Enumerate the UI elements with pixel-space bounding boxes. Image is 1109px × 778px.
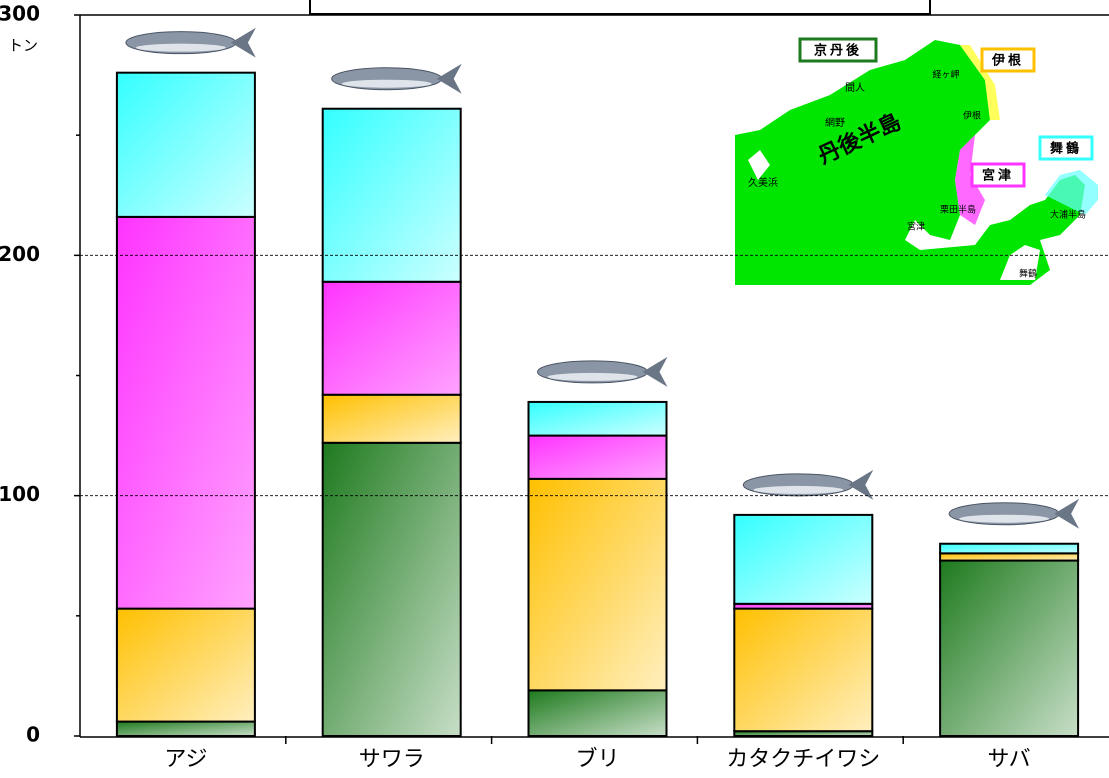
bar-segment bbox=[527, 689, 668, 738]
bar-segment bbox=[321, 280, 462, 396]
map-ine-coast bbox=[960, 45, 1000, 120]
map-legend-box bbox=[1038, 135, 1094, 161]
bar-segment bbox=[733, 513, 874, 605]
bars bbox=[115, 71, 1080, 738]
map-legend-box bbox=[798, 37, 878, 63]
map-label: 間人 bbox=[845, 82, 865, 94]
map-lagoon bbox=[748, 150, 770, 180]
x-tick-label: ブリ bbox=[575, 747, 619, 772]
map-label: 伊根 bbox=[963, 110, 981, 122]
map-legend-label: 京丹後 bbox=[814, 43, 862, 59]
map-maizuru-coast bbox=[1045, 170, 1098, 215]
map-label: 栗田半島 bbox=[940, 204, 976, 216]
map-label: 経ヶ岬 bbox=[932, 69, 959, 81]
bar-segment bbox=[115, 71, 256, 218]
x-tick-label: カタクチイワシ bbox=[726, 747, 880, 772]
bar-segment bbox=[321, 107, 462, 283]
x-tick-label: サワラ bbox=[359, 747, 425, 772]
map-legend-label: 宮津 bbox=[982, 168, 1014, 184]
fish-tail bbox=[848, 469, 874, 500]
bar-segment bbox=[939, 542, 1080, 555]
map-label: 舞鶴 bbox=[1019, 268, 1037, 280]
bar-segment bbox=[527, 477, 668, 692]
y-unit: トン bbox=[8, 37, 38, 55]
bar-segment bbox=[939, 552, 1080, 562]
title-box bbox=[309, 0, 931, 15]
x-tick-label: サバ bbox=[988, 747, 1031, 772]
fish-tail bbox=[436, 63, 462, 94]
fish-tail bbox=[1054, 498, 1080, 529]
y-tick-label: 0 bbox=[26, 723, 40, 747]
fish-belly bbox=[753, 485, 844, 494]
map-label: 大浦半島 bbox=[1050, 209, 1086, 221]
map-legend-box bbox=[980, 47, 1036, 73]
bar-segment bbox=[115, 607, 256, 723]
fish-belly bbox=[341, 79, 432, 88]
y-tick-label: 300 bbox=[0, 2, 40, 26]
x-tick-label: アジ bbox=[164, 747, 207, 772]
y-tick-label: 200 bbox=[0, 242, 40, 266]
map-label: 網野 bbox=[825, 116, 845, 129]
fish-belly bbox=[547, 372, 638, 381]
bar-segment bbox=[115, 720, 256, 738]
fish-tail bbox=[230, 27, 256, 58]
map-legend-label: 伊根 bbox=[991, 53, 1024, 69]
map-land bbox=[735, 40, 1085, 285]
map-legend-box bbox=[970, 162, 1026, 188]
bar-segment bbox=[115, 215, 256, 610]
bar-segment bbox=[321, 441, 462, 737]
bar-segment bbox=[321, 393, 462, 444]
bar-segment bbox=[527, 434, 668, 480]
map-bay bbox=[1000, 245, 1040, 280]
map-label: 宮津 bbox=[907, 221, 925, 233]
bar-segment bbox=[939, 559, 1080, 737]
map-miyazu-coast bbox=[955, 135, 985, 225]
bar-segment bbox=[527, 400, 668, 437]
map-legend-label: 舞鶴 bbox=[1049, 141, 1082, 157]
fish-belly bbox=[135, 43, 226, 52]
fish-tail bbox=[642, 356, 668, 387]
y-tick-label: 100 bbox=[0, 482, 40, 506]
bar-segment bbox=[733, 607, 874, 733]
map-label: 久美浜 bbox=[748, 176, 778, 189]
fish-icons bbox=[125, 27, 1080, 529]
fish-belly bbox=[959, 514, 1050, 523]
